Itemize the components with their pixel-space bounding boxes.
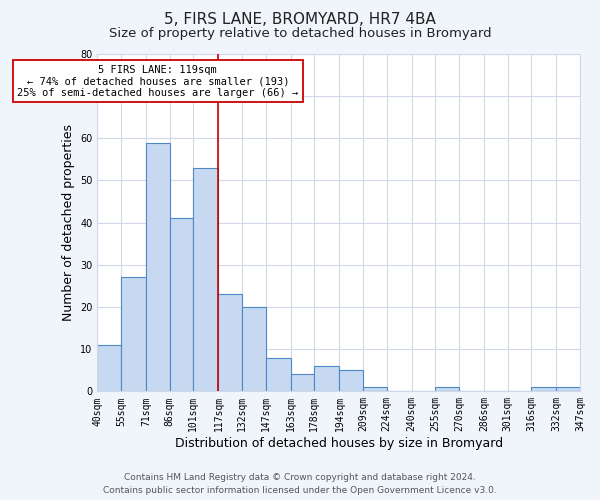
Bar — [531, 387, 556, 392]
Bar — [170, 218, 193, 392]
X-axis label: Distribution of detached houses by size in Bromyard: Distribution of detached houses by size … — [175, 437, 503, 450]
Bar — [314, 366, 340, 392]
Bar — [146, 142, 170, 392]
Y-axis label: Number of detached properties: Number of detached properties — [62, 124, 74, 321]
Bar — [193, 168, 218, 392]
Bar — [97, 345, 121, 392]
Bar — [363, 387, 386, 392]
Bar — [242, 307, 266, 392]
Bar — [340, 370, 363, 392]
Bar — [266, 358, 291, 392]
Text: Contains HM Land Registry data © Crown copyright and database right 2024.
Contai: Contains HM Land Registry data © Crown c… — [103, 474, 497, 495]
Bar — [556, 387, 580, 392]
Text: 5 FIRS LANE: 119sqm
← 74% of detached houses are smaller (193)
25% of semi-detac: 5 FIRS LANE: 119sqm ← 74% of detached ho… — [17, 64, 298, 98]
Text: 5, FIRS LANE, BROMYARD, HR7 4BA: 5, FIRS LANE, BROMYARD, HR7 4BA — [164, 12, 436, 28]
Bar — [436, 387, 459, 392]
Text: Size of property relative to detached houses in Bromyard: Size of property relative to detached ho… — [109, 28, 491, 40]
Bar — [218, 294, 242, 392]
Bar — [291, 374, 314, 392]
Bar — [121, 278, 146, 392]
